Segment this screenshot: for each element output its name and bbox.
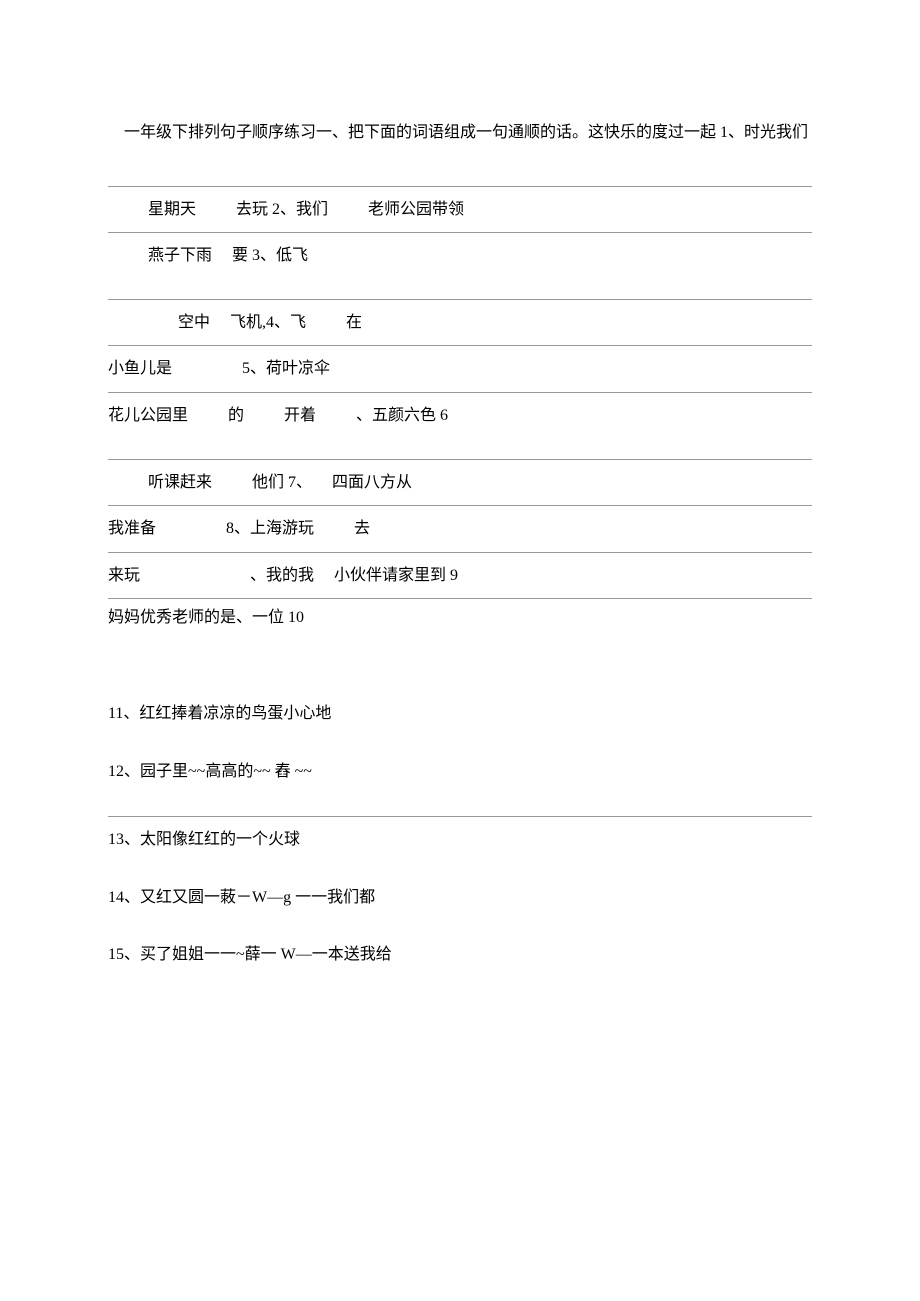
word-segment: 8、上海游玩 bbox=[226, 516, 314, 542]
word-segment: 去玩 2、我们 bbox=[236, 197, 328, 223]
word-line: 星期天 去玩 2、我们 老师公园带领 bbox=[108, 193, 812, 227]
word-line: 小鱼儿是 5、荷叶凉伞 bbox=[108, 352, 812, 386]
word-segment: 听课赶来 bbox=[148, 470, 212, 496]
word-segment: 小鱼儿是 bbox=[108, 356, 172, 382]
horizontal-rule bbox=[108, 816, 812, 817]
word-line: 听课赶来 他们 7、 四面八方从 bbox=[108, 466, 812, 500]
word-segment: 去 bbox=[354, 516, 370, 542]
plain-item: 14、又红又圆一蓛－W—g 一一我们都 bbox=[108, 885, 812, 911]
word-segment: 在 bbox=[346, 310, 362, 336]
word-segment: 我准备 bbox=[108, 516, 156, 542]
word-segment: 老师公园带领 bbox=[368, 197, 464, 223]
word-segment: 来玩 bbox=[108, 563, 140, 589]
word-segment: 5、荷叶凉伞 bbox=[242, 356, 330, 382]
word-segment: 妈妈优秀老师的是、一位 10 bbox=[108, 609, 304, 626]
plain-item: 13、太阳像红红的一个火球 bbox=[108, 827, 812, 853]
exercise-row: 空中 飞机,4、飞 在 bbox=[108, 299, 812, 340]
word-segment: 飞机,4、飞 bbox=[230, 310, 306, 336]
word-line: 空中 飞机,4、飞 在 bbox=[108, 306, 812, 340]
exercise-row: 我准备 8、上海游玩 去 bbox=[108, 505, 812, 546]
word-segment: 要 3、低飞 bbox=[232, 243, 308, 269]
exercise-row: 花儿公园里 的 开着 、五颜六色 6 bbox=[108, 392, 812, 453]
plain-item: 11、红红捧着凉凉的鸟蛋小心地 bbox=[108, 701, 812, 727]
word-segment: 星期天 bbox=[148, 197, 196, 223]
word-line: 燕子下雨 要 3、低飞 bbox=[108, 239, 812, 273]
word-segment: 的 bbox=[228, 403, 244, 429]
exercise-row: 燕子下雨 要 3、低飞 bbox=[108, 232, 812, 293]
word-line: 花儿公园里 的 开着 、五颜六色 6 bbox=[108, 399, 812, 433]
word-line: 我准备 8、上海游玩 去 bbox=[108, 512, 812, 546]
word-segment: 花儿公园里 bbox=[108, 403, 188, 429]
word-segment: 他们 7、 bbox=[252, 470, 312, 496]
exercise-row: 小鱼儿是 5、荷叶凉伞 bbox=[108, 345, 812, 386]
word-segment: 、五颜六色 6 bbox=[356, 403, 448, 429]
word-segment: 燕子下雨 bbox=[148, 243, 212, 269]
plain-item: 15、买了姐姐一一~薛一 W—一本送我给 bbox=[108, 942, 812, 968]
word-line: 来玩 、我的我 小伙伴请家里到 9 bbox=[108, 559, 812, 593]
word-segment: 、我的我 bbox=[250, 563, 314, 589]
word-segment: 空中 bbox=[178, 310, 210, 336]
plain-item: 12、园子里~~高高的~~ 舂 ~~ bbox=[108, 759, 812, 785]
exercise-row: 听课赶来 他们 7、 四面八方从 bbox=[108, 459, 812, 500]
word-segment: 四面八方从 bbox=[332, 470, 412, 496]
word-segment: 小伙伴请家里到 9 bbox=[334, 563, 458, 589]
trailing-line: 妈妈优秀老师的是、一位 10 bbox=[108, 598, 812, 631]
page: 一年级下排列句子顺序练习一、把下面的词语组成一句通顺的话。这快乐的度过一起 1、… bbox=[0, 0, 920, 1301]
plain-item-list: 11、红红捧着凉凉的鸟蛋小心地 12、园子里~~高高的~~ 舂 ~~ 13、太阳… bbox=[108, 701, 812, 968]
intro-paragraph: 一年级下排列句子顺序练习一、把下面的词语组成一句通顺的话。这快乐的度过一起 1、… bbox=[108, 120, 812, 146]
exercise-row: 星期天 去玩 2、我们 老师公园带领 bbox=[108, 186, 812, 227]
word-segment: 开着 bbox=[284, 403, 316, 429]
exercise-row: 来玩 、我的我 小伙伴请家里到 9 bbox=[108, 552, 812, 593]
